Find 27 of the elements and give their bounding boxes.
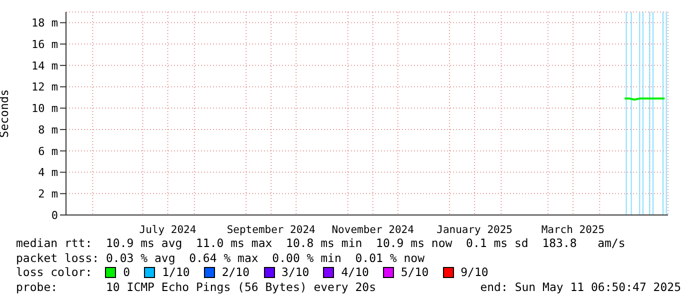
y-tick-label: 6 m [38,144,58,158]
y-tick-label: 2 m [38,188,58,201]
y-tick-label: 18 m [32,16,58,30]
x-tick-label: November 2024 [332,224,414,236]
legend-label: 0 [123,265,130,280]
y-tick-label: 12 m [32,80,58,94]
y-tick-label: 10 m [32,102,58,116]
x-tick-label: January 2025 [436,224,512,236]
text: loss color: [16,265,92,280]
text: end: Sun May 11 06:50:47 2025 [480,280,681,295]
y-tick-label: 4 m [38,166,58,180]
x-tick-label: September 2024 [226,224,316,236]
y-tick-label: 0 [51,208,58,222]
legend-label: 1/10 [162,265,190,280]
legend-label: 9/10 [460,265,488,280]
legend-label: 5/10 [400,265,429,280]
y-tick-label: 16 m [32,38,58,51]
legend-label: 4/10 [341,265,369,280]
text: median rtt: 10.9 ms avg 11.0 ms max 10.8 ms min 10.9 ms now 0.1 ms sd 183.8 am/s [16,236,626,251]
legend-label: 3/10 [282,265,310,280]
x-tick-label: March 2025 [541,224,605,236]
text: packet loss: 0.03 % avg 0.64 % max 0.00 % min 0.01 % now [16,250,426,266]
text: probe: 10 ICMP Echo Pings (56 Bytes) every 20s [16,280,376,295]
x-tick-label: July 2024 [139,224,196,236]
y-tick-label: 14 m [32,59,58,72]
legend-label: 2/10 [222,265,250,280]
y-tick-label: 8 m [38,123,58,136]
